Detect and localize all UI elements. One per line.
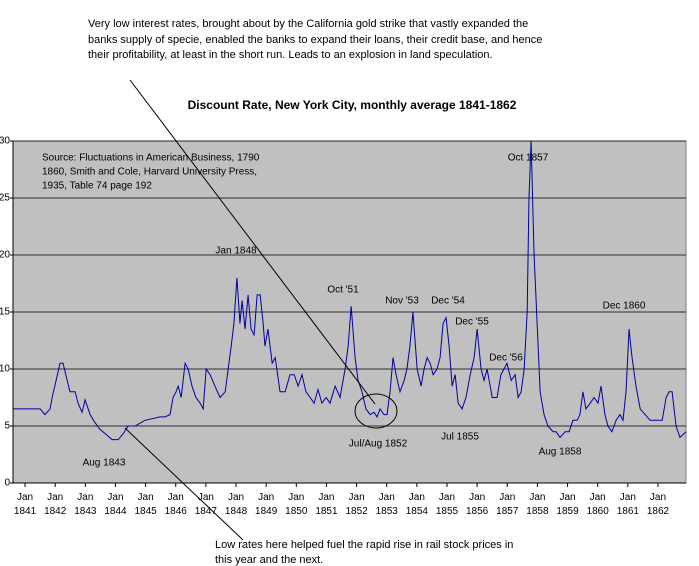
bottom-note: Low rates here helped fuel the rapid ris… [215,539,513,566]
y-tick-label: 25 [0,193,10,204]
x-tick-label: Jan 1846 [165,492,188,517]
x-tick-label: Jan 1858 [526,492,549,517]
x-tick-label: Jan 1853 [376,492,399,517]
x-tick-label: Jan 1860 [587,492,610,517]
x-tick-label: Jan 1842 [44,492,67,517]
annotation: Aug 1843 [83,458,126,469]
annotation: Dec 1860 [603,301,646,312]
source-line: Source: Fluctuations in American Busines… [42,153,260,164]
x-tick-label: Jan 1861 [617,492,640,517]
x-tick-label: Jan 1843 [74,492,97,517]
x-tick-label: Jan 1856 [466,492,489,517]
series [13,140,687,441]
top-note: Very low interest rates, brought about b… [88,18,542,61]
annotation: Dec '56 [489,353,523,364]
pointer-line [129,79,376,405]
source-line: 1860, Smith and Cole, Harvard University… [42,167,257,178]
x-tick-label: Jan 1862 [647,492,670,517]
annotation: Oct '51 [327,285,359,296]
note-line: Low rates here helped fuel the rapid ris… [215,539,513,551]
y-tick-label: 15 [0,307,10,318]
note-line: banks supply of specie, enabled the bank… [88,34,542,46]
x-tick-label: Jan 1850 [285,492,308,517]
y-tick-label: 0 [4,478,10,489]
annotation: Dec '54 [431,296,465,307]
annotation: Nov '53 [385,296,419,307]
annotations: Jan 1848 Oct '51 Nov '53 Dec '54 Dec '55… [83,153,646,469]
x-tick-label: Jan 1841 [14,492,37,517]
x-tick-label: Jan 1844 [104,492,127,517]
x-tick-label: Jan 1847 [195,492,218,517]
y-tick-label: 5 [4,421,10,432]
highlight-circle [354,393,398,429]
x-tick-label: Jan 1845 [134,492,157,517]
x-tick-label: Jan 1852 [345,492,368,517]
chart-title: Discount Rate, New York City, monthly av… [188,98,517,112]
annotation: Oct 1857 [508,153,549,164]
pointer-line [124,427,244,541]
y-tick-label: 20 [0,250,10,261]
source-line: 1935, Table 74 page 192 [42,181,152,192]
x-tick-label: Jan 1857 [496,492,519,517]
x-tick-label: Jan 1849 [255,492,278,517]
y-tick-label: 30 [0,136,10,147]
x-tick-label: Jan 1855 [436,492,459,517]
note-line: Very low interest rates, brought about b… [88,18,528,30]
x-tick-label: Jan 1854 [406,492,429,517]
data-line [13,140,687,441]
x-tick-label: Jan 1859 [556,492,579,517]
x-tick-label: Jan 1851 [315,492,338,517]
note-line: this year and the next. [215,554,323,566]
annotation: Jul 1855 [441,432,479,443]
annotation: Jan 1848 [215,246,257,257]
x-tick-label: Jan 1848 [225,492,248,517]
y-tick-label: 10 [0,364,10,375]
annotation: Dec '55 [455,317,489,328]
annotation: Jul/Aug 1852 [349,439,408,450]
annotation: Aug 1858 [539,447,582,458]
source: Source: Fluctuations in American Busines… [42,153,260,192]
note-line: their profitability, at least in the sho… [88,49,493,61]
grid: 0 5 10 15 20 25 30 Jan 1841 Jan 1842 Jan 1843 Jan 1844… [0,136,686,517]
